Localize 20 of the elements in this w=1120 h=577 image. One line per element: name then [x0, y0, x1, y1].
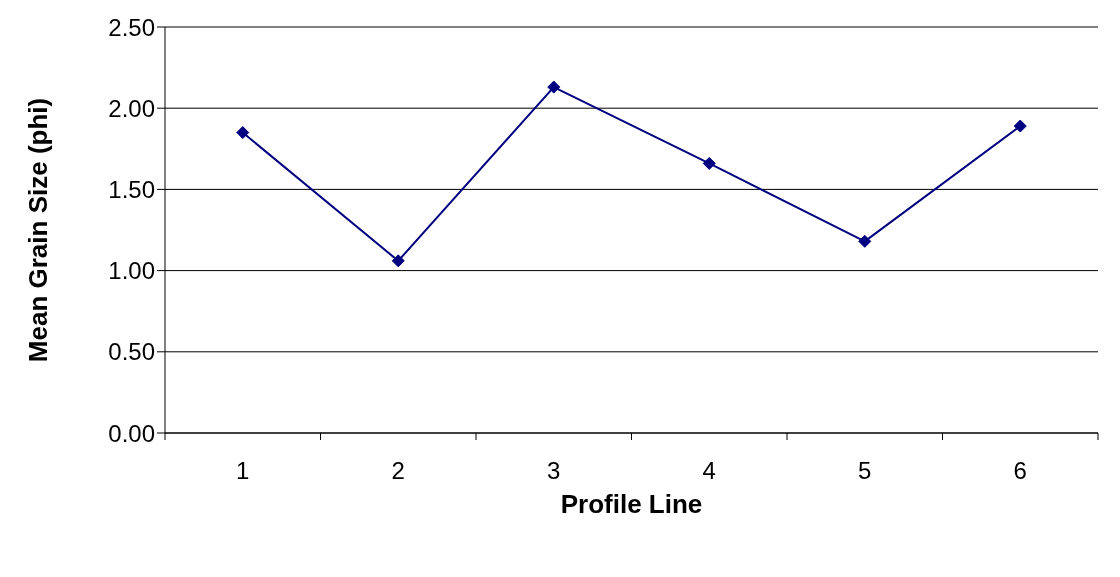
x-tick-label: 6 — [1013, 457, 1027, 484]
point — [547, 80, 561, 94]
y-tick-label: 2.50 — [108, 13, 155, 41]
x-tick-label: 2 — [391, 457, 405, 484]
x-axis-title: Profile Line — [560, 489, 703, 519]
point — [858, 234, 872, 248]
y-tick-label: 1.50 — [108, 175, 155, 203]
point — [236, 126, 250, 140]
x-tick-label: 1 — [236, 457, 250, 484]
x-tick-label: 3 — [547, 457, 561, 484]
point — [702, 156, 716, 170]
x-tick-label: 4 — [702, 457, 716, 484]
point — [391, 254, 405, 268]
y-tick-label: 0.50 — [108, 338, 155, 366]
y-tick-label: 1.00 — [108, 257, 155, 285]
y-tick-label: 0.00 — [108, 419, 155, 447]
point — [1013, 119, 1027, 133]
y-tick-label: 2.00 — [108, 94, 155, 122]
x-tick-label: 5 — [858, 457, 872, 484]
y-axis-title: Mean Grain Size (phi) — [23, 97, 54, 363]
